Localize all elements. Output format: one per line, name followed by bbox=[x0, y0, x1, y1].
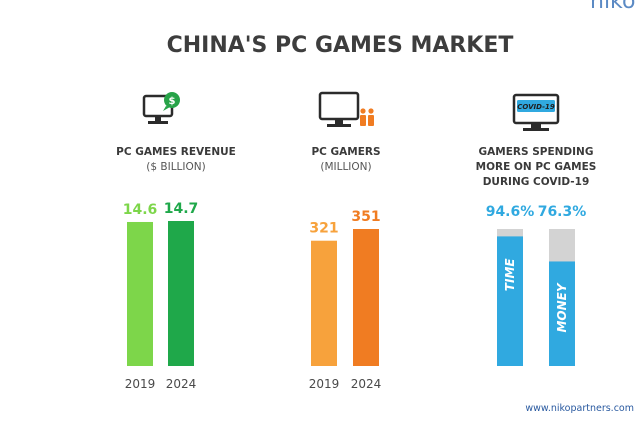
gamers-year-2024: 2024 bbox=[351, 377, 382, 391]
covid-value-money: 76.3% bbox=[538, 204, 587, 220]
gamers-unit: (MILLION) bbox=[320, 161, 371, 173]
covid-bar-label-time: TIME bbox=[503, 258, 517, 292]
covid-bar-time bbox=[497, 236, 523, 366]
revenue-heading: PC GAMES REVENUE bbox=[116, 146, 236, 158]
covid-bar-label-money: MONEY bbox=[555, 282, 569, 332]
revenue-bar-2024 bbox=[168, 221, 194, 366]
gamers-year-2019: 2019 bbox=[309, 377, 340, 391]
gamers-heading: PC GAMERS bbox=[311, 146, 380, 158]
covid-value-time: 94.6% bbox=[486, 204, 535, 220]
svg-text:$: $ bbox=[169, 96, 176, 107]
revenue-year-2024: 2024 bbox=[166, 377, 197, 391]
page-title: CHINA'S PC GAMES MARKET bbox=[167, 33, 514, 58]
revenue-value-2024: 14.7 bbox=[164, 201, 199, 217]
revenue-unit: ($ BILLION) bbox=[146, 161, 205, 173]
gamers-value-2024: 351 bbox=[351, 209, 380, 225]
niko-logo: niko bbox=[590, 0, 635, 14]
monitor-people-icon bbox=[318, 91, 374, 127]
footer-url[interactable]: www.nikopartners.com bbox=[525, 403, 634, 414]
covid-heading-line-3: DURING COVID-19 bbox=[483, 176, 590, 188]
gamers-bar-2024 bbox=[353, 229, 379, 366]
revenue-year-2019: 2019 bbox=[125, 377, 156, 391]
covid-heading-line-2: MORE ON PC GAMES bbox=[476, 161, 597, 173]
svg-text:COVID-19: COVID-19 bbox=[517, 103, 555, 111]
covid-heading-line-1: GAMERS SPENDING bbox=[479, 146, 594, 158]
gamers-bar-2019 bbox=[311, 240, 337, 366]
charts: 14.6 2019 14.7 2024 321 2019 351 2024 94.6% TIME 7… bbox=[123, 201, 587, 391]
monitor-dollar-icon: $ bbox=[142, 92, 180, 124]
covid-bar-money bbox=[549, 261, 575, 366]
gamers-value-2019: 321 bbox=[309, 221, 338, 237]
monitor-covid-icon: COVID-19 bbox=[512, 93, 560, 131]
revenue-value-2019: 14.6 bbox=[123, 202, 158, 218]
revenue-bar-2019 bbox=[127, 221, 153, 366]
